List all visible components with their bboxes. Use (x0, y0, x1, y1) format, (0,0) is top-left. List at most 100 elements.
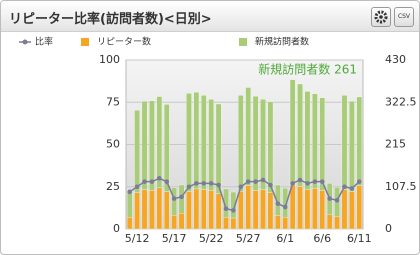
bar (304, 91, 311, 190)
chart-title: リピーター比率(訪問者数)<日別> (9, 12, 212, 27)
line-marker (327, 196, 332, 201)
line-marker (282, 204, 288, 210)
x-tick-label: 5/12 (125, 232, 150, 245)
bar (178, 213, 185, 230)
line-marker (179, 194, 184, 200)
header: リピーター比率(訪問者数)<日別> CSV (1, 1, 419, 32)
y2-tick-label: 107.5 (385, 180, 417, 193)
bar (215, 193, 222, 230)
y-tick-label: 100 (99, 53, 120, 66)
line-marker (194, 181, 199, 186)
line-marker (312, 179, 318, 184)
annotation: 新規訪問者数 261 (258, 62, 357, 77)
bar (134, 110, 140, 193)
bar (326, 214, 333, 230)
y2-tick-label: 0 (385, 222, 392, 235)
bar (334, 216, 340, 230)
bar (215, 103, 222, 194)
bar (208, 190, 214, 230)
x-tick-label: 6/6 (313, 232, 331, 245)
bar (186, 191, 192, 230)
bar (319, 190, 326, 230)
x-tick-label: 5/22 (199, 232, 224, 245)
bar (201, 189, 207, 230)
bar (252, 190, 259, 230)
csv-button[interactable]: CSV (394, 7, 414, 27)
bar (201, 95, 207, 190)
y-tick-label: 25 (106, 180, 120, 193)
y2-tick-label: 322.5 (385, 95, 417, 108)
bar (356, 96, 363, 186)
line-marker (319, 179, 325, 184)
y-tick-label: 0 (113, 222, 120, 235)
bar (319, 97, 326, 191)
bar (186, 93, 192, 192)
line-marker (275, 201, 281, 206)
bar (341, 189, 348, 230)
line-marker (208, 181, 214, 186)
bar (356, 185, 363, 230)
bar (282, 187, 288, 218)
legend-label: 新規訪問者数 (255, 36, 309, 48)
bar (275, 184, 281, 216)
chart: 0 25 50 75 100 0 107.5 215 322.5 430 5/12 5/17 5/22 5… (19, 36, 417, 245)
y-tick-label: 50 (106, 138, 120, 151)
bar (260, 99, 266, 190)
line-marker (334, 197, 340, 203)
bar (267, 192, 274, 230)
bar (193, 92, 200, 190)
line-marker (201, 181, 207, 186)
bar (230, 191, 237, 219)
line-marker (231, 208, 236, 213)
line-marker (253, 179, 258, 184)
line-marker (356, 179, 362, 184)
line-marker (268, 182, 273, 188)
bar (156, 96, 163, 188)
bar (208, 99, 214, 191)
bar (171, 215, 177, 230)
bar (223, 188, 229, 218)
line-marker (245, 179, 251, 184)
line-marker (171, 196, 177, 201)
bar (252, 96, 259, 191)
bar (297, 83, 303, 187)
legend-swatch (239, 38, 247, 46)
y2-tick-label: 430 (385, 53, 406, 66)
line-marker (142, 179, 147, 184)
line-marker (157, 176, 162, 181)
legend-marker (22, 39, 28, 45)
bar (289, 79, 296, 186)
x-tick-label: 6/1 (276, 232, 294, 245)
x-tick-label: 6/11 (347, 232, 372, 245)
bar (193, 188, 200, 230)
bar (149, 190, 155, 230)
bar (245, 87, 251, 186)
line-marker (164, 179, 170, 184)
line-marker (238, 184, 244, 190)
line-marker (216, 182, 221, 188)
bar (141, 101, 148, 190)
settings-button[interactable] (371, 7, 391, 27)
line-marker (349, 186, 355, 191)
bar (304, 189, 311, 230)
line-marker (305, 181, 310, 186)
bar (238, 95, 244, 192)
line-marker (260, 177, 266, 183)
line-marker (149, 179, 155, 184)
line-marker (127, 189, 133, 195)
bar (349, 101, 355, 192)
legend-label: 比率 (35, 36, 53, 48)
bar (149, 100, 155, 191)
bar (171, 187, 177, 216)
x-tick-label: 5/27 (236, 232, 261, 245)
bar (156, 187, 163, 230)
x-tick-label: 5/17 (162, 232, 187, 245)
gear-icon (374, 10, 388, 24)
bar (163, 104, 170, 192)
bar (341, 95, 348, 190)
y2-tick-label: 215 (385, 138, 406, 151)
line-marker (223, 206, 229, 212)
legend-swatch (81, 38, 89, 46)
bar (349, 191, 355, 230)
